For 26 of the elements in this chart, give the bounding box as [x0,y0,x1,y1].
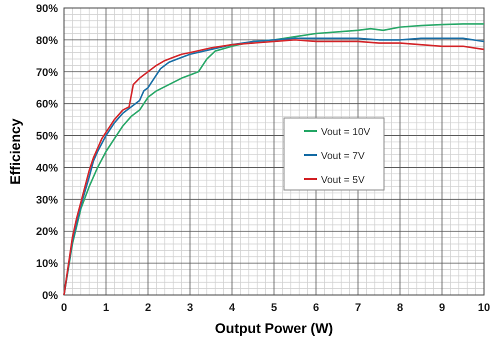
x-tick-label: 5 [270,302,278,314]
y-tick-label: 10% [36,258,58,270]
x-tick-label: 0 [60,302,68,314]
x-tick-label: 1 [102,302,110,314]
x-tick-label: 2 [144,302,152,314]
x-axis-title: Output Power (W) [214,320,334,336]
x-tick-label: 4 [228,302,236,314]
y-tick-label: 0% [42,290,58,302]
x-tick-label: 10 [478,302,490,314]
x-tick-label: 8 [396,302,404,314]
y-tick-label: 40% [36,162,58,174]
y-tick-label: 30% [36,194,58,206]
x-tick-label: 7 [354,302,362,314]
legend-label: Vout = 5V [321,175,365,186]
y-tick-label: 20% [36,226,58,238]
y-tick-label: 90% [36,3,58,15]
y-tick-label: 60% [36,98,58,111]
y-tick-label: 50% [36,130,58,143]
y-tick-label: 70% [36,66,58,79]
x-tick-label: 3 [186,302,194,314]
legend-label: Vout = 7V [321,151,365,162]
y-axis-title: Efficiency [7,118,23,185]
legend-label: Vout = 10V [321,127,371,138]
x-tick-label: 6 [312,302,320,314]
x-tick-label: 9 [438,302,446,314]
y-tick-label: 80% [36,34,58,47]
